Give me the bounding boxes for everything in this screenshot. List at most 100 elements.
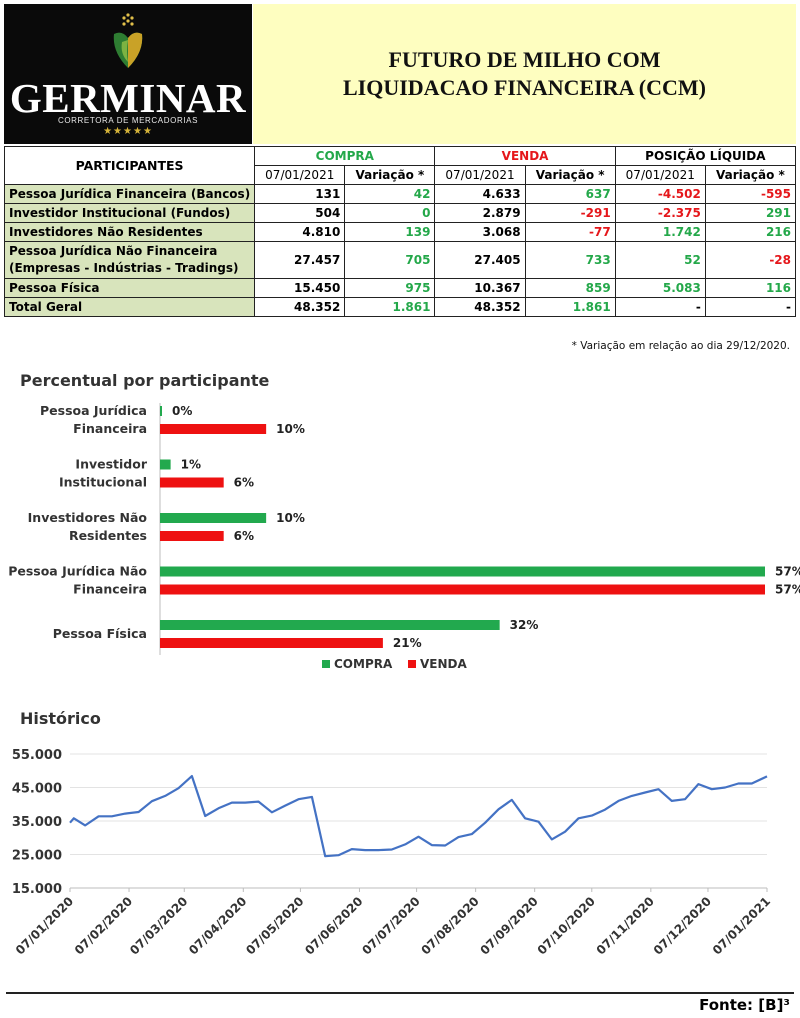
footer-divider (6, 992, 794, 994)
venda-value: 10.367 (434, 278, 526, 298)
x-tick-label: 07/10/2020 (535, 894, 598, 957)
table-row: Investidores Não Residentes 4.810 139 3.… (3, 222, 797, 242)
bar-value-label: 10% (276, 511, 305, 525)
rating-stars: ★★★★★ (103, 126, 153, 137)
bar-value-label: 0% (172, 404, 192, 418)
y-tick-label: 25.000 (12, 849, 62, 864)
category-label: Investidores Não (28, 510, 148, 525)
y-tick-label: 35.000 (12, 815, 62, 830)
history-series-line (69, 774, 768, 858)
bar-chart-title: Percentual por participante (20, 371, 270, 390)
liquida-variation: 291 (704, 203, 797, 223)
row-label-line-2: (Empresas - Indústrias - Tradings) (9, 261, 239, 275)
y-tick-label: 15.000 (12, 882, 62, 897)
liquida-value: 1.742 (614, 222, 706, 242)
bar-value-label: 21% (393, 636, 422, 650)
row-label: Pessoa Física (3, 278, 256, 298)
row-label: Pessoa Jurídica Não Financeira (Empresas … (3, 241, 256, 279)
y-tick-label: 45.000 (12, 782, 62, 797)
legend-label: COMPRA (334, 657, 393, 671)
bar-value-label: 6% (234, 529, 254, 543)
title-line-2: LIQUIDACAO FINANCEIRA (CCM) (343, 75, 706, 100)
bar-value-label: 57% (775, 583, 800, 597)
subheader-date: 07/01/2021 (254, 165, 346, 185)
x-tick-label: 07/09/2020 (477, 894, 540, 957)
venda-value: 2.879 (434, 203, 526, 223)
liquida-value: 52 (614, 241, 706, 279)
liquida-value: -2.375 (614, 203, 706, 223)
venda-variation: -77 (524, 222, 616, 242)
x-tick-label: 07/06/2020 (302, 894, 365, 957)
x-tick-label: 07/04/2020 (186, 894, 249, 957)
row-label: Investidores Não Residentes (3, 222, 256, 242)
compra-value: 504 (254, 203, 346, 223)
variation-note: * Variação em relação ao dia 29/12/2020. (571, 340, 790, 352)
percent-bar-chart: 0% 10% Pessoa Jurídica Financeira 1% 6% Invest… (8, 403, 800, 671)
compra-value: 15.450 (254, 278, 346, 298)
row-label: Investidor Institucional (Fundos) (3, 203, 256, 223)
x-tick-label: 07/07/2020 (359, 894, 422, 957)
x-tick-label: 07/12/2020 (651, 894, 714, 957)
category-label: Financeira (73, 421, 147, 436)
liquida-variation: 116 (704, 278, 797, 298)
title-line-1: FUTURO DE MILHO COM (388, 47, 661, 72)
bar-value-label: 10% (276, 422, 305, 436)
participants-table: PARTICIPANTES COMPRA VENDA POSIÇÃO LÍQUI… (3, 146, 797, 317)
table-subheader-row: 07/01/2021 Variação * 07/01/2021 Variaçã… (5, 165, 797, 185)
company-logo: GERMINAR CORRETORA DE MERCADORIAS ★★★★★ (4, 4, 252, 144)
table-total-row: Total Geral 48.352 1.861 48.352 1.861 - … (3, 297, 797, 317)
table-row: Investidor Institucional (Fundos) 504 0 … (3, 203, 797, 223)
bar-venda (160, 424, 267, 434)
category-label: Financeira (73, 582, 147, 597)
subheader-date: 07/01/2021 (614, 165, 706, 185)
liquida-variation: 216 (704, 222, 797, 242)
bar-venda (160, 477, 224, 488)
table-group-header-row: PARTICIPANTES COMPRA VENDA POSIÇÃO LÍQUI… (3, 146, 797, 185)
x-tick-label: 07/11/2020 (594, 894, 657, 957)
venda-variation: -291 (524, 203, 616, 223)
venda-value: 3.068 (434, 222, 526, 242)
group-header-posicao-liquida: POSIÇÃO LÍQUIDA (614, 146, 797, 166)
category-label: Pessoa Física (53, 626, 147, 641)
venda-variation: 859 (524, 278, 616, 298)
compra-variation: 139 (344, 222, 436, 242)
compra-value: 131 (254, 184, 346, 204)
venda-value: 4.633 (434, 184, 526, 204)
corn-icon (113, 13, 143, 68)
venda-variation: 733 (524, 241, 616, 279)
source-label: Fonte: [B]³ (699, 996, 790, 1014)
bar-value-label: 57% (775, 565, 800, 579)
table-row: Pessoa Física 15.450 975 10.367 859 5.08… (3, 278, 797, 298)
venda-value: 27.405 (434, 241, 526, 279)
venda-variation: 1.861 (524, 297, 616, 317)
report-title: FUTURO DE MILHO COM LIQUIDACAO FINANCEIR… (253, 4, 796, 144)
bar-venda (160, 531, 224, 541)
group-header-compra: COMPRA (254, 146, 436, 166)
venda-variation: 637 (524, 184, 616, 204)
bar-compra (160, 620, 500, 630)
group-header-venda: VENDA (434, 146, 616, 166)
bar-compra (160, 406, 162, 416)
liquida-variation: -28 (704, 241, 797, 279)
compra-variation: 1.861 (344, 297, 436, 317)
x-tick-label: 07/05/2020 (243, 894, 306, 957)
subheader-date: 07/01/2021 (434, 165, 526, 185)
category-label: Residentes (69, 528, 147, 543)
liquida-variation: -595 (704, 184, 797, 204)
x-tick-label: 07/01/2020 (13, 894, 76, 957)
liquida-value: 5.083 (614, 278, 706, 298)
header: GERMINAR CORRETORA DE MERCADORIAS ★★★★★ … (4, 4, 796, 144)
row-label: Total Geral (3, 297, 256, 317)
compra-value: 48.352 (254, 297, 346, 317)
subheader-variation: Variação * (524, 165, 616, 185)
legend-swatch (322, 660, 330, 668)
category-label: Pessoa Jurídica Não (8, 564, 147, 579)
compra-variation: 0 (344, 203, 436, 223)
history-line-chart: 15.000 25.000 35.000 45.000 55.000 07/01/2020… (12, 748, 773, 958)
bar-venda (160, 584, 765, 595)
x-tick-label: 07/03/2020 (127, 894, 190, 957)
category-label: Investidor (75, 457, 147, 472)
compra-variation: 42 (344, 184, 436, 204)
row-label-line-1: Pessoa Jurídica Não Financeira (9, 244, 218, 258)
row-label: Pessoa Jurídica Financeira (Bancos) (3, 184, 256, 204)
